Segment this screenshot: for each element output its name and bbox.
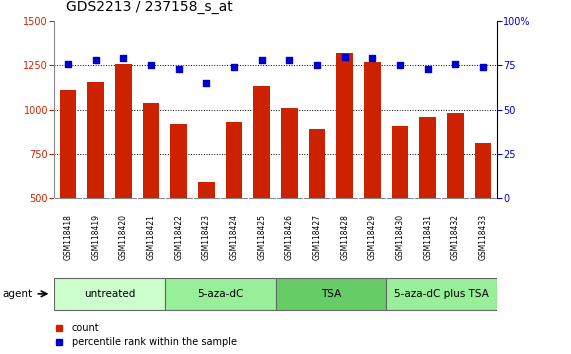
Bar [419,117,436,198]
Text: GSM118421: GSM118421 [147,214,155,260]
Text: GDS2213 / 237158_s_at: GDS2213 / 237158_s_at [66,0,232,14]
Text: GSM118418: GSM118418 [63,214,73,260]
Point [147,63,156,68]
Text: percentile rank within the sample: percentile rank within the sample [72,337,237,348]
Bar [336,53,353,198]
Text: GSM118433: GSM118433 [478,214,488,260]
Bar [226,122,242,198]
Bar [475,143,491,198]
Point [257,57,266,63]
Point [423,66,432,72]
Bar [170,124,187,198]
Text: GSM118428: GSM118428 [340,214,349,260]
Point [312,63,321,68]
Bar [165,278,275,310]
Text: GSM118420: GSM118420 [119,214,128,260]
Bar [447,113,464,198]
Bar [309,129,325,198]
Bar [254,86,270,198]
Text: untreated: untreated [84,289,135,299]
Text: count: count [72,322,99,332]
Bar [364,62,381,198]
Bar [115,64,132,198]
Text: 5-aza-dC plus TSA: 5-aza-dC plus TSA [394,289,489,299]
Point [340,54,349,59]
Text: GSM118425: GSM118425 [257,214,266,260]
Point [91,57,100,63]
Text: GSM118423: GSM118423 [202,214,211,260]
Bar [143,103,159,198]
Text: GSM118429: GSM118429 [368,214,377,260]
Point [368,56,377,61]
Bar [386,278,497,310]
Bar [275,278,386,310]
Text: GSM118432: GSM118432 [451,214,460,260]
Bar [54,278,165,310]
Point [478,64,488,70]
Text: GSM118419: GSM118419 [91,214,100,260]
Point [119,56,128,61]
Point [63,61,73,67]
Bar [392,126,408,198]
Text: GSM118422: GSM118422 [174,214,183,260]
Point [451,61,460,67]
Text: GSM118427: GSM118427 [312,214,321,260]
Bar [60,90,77,198]
Text: agent: agent [3,289,33,299]
Point [202,80,211,86]
Bar [281,108,297,198]
Bar [198,182,215,198]
Text: GSM118424: GSM118424 [230,214,239,260]
Point [230,64,239,70]
Text: TSA: TSA [321,289,341,299]
Point [285,57,294,63]
Point [174,66,183,72]
Bar [87,82,104,198]
Point [395,63,404,68]
Text: 5-aza-dC: 5-aza-dC [197,289,243,299]
Text: GSM118430: GSM118430 [396,214,404,260]
Text: GSM118431: GSM118431 [423,214,432,260]
Text: GSM118426: GSM118426 [285,214,294,260]
